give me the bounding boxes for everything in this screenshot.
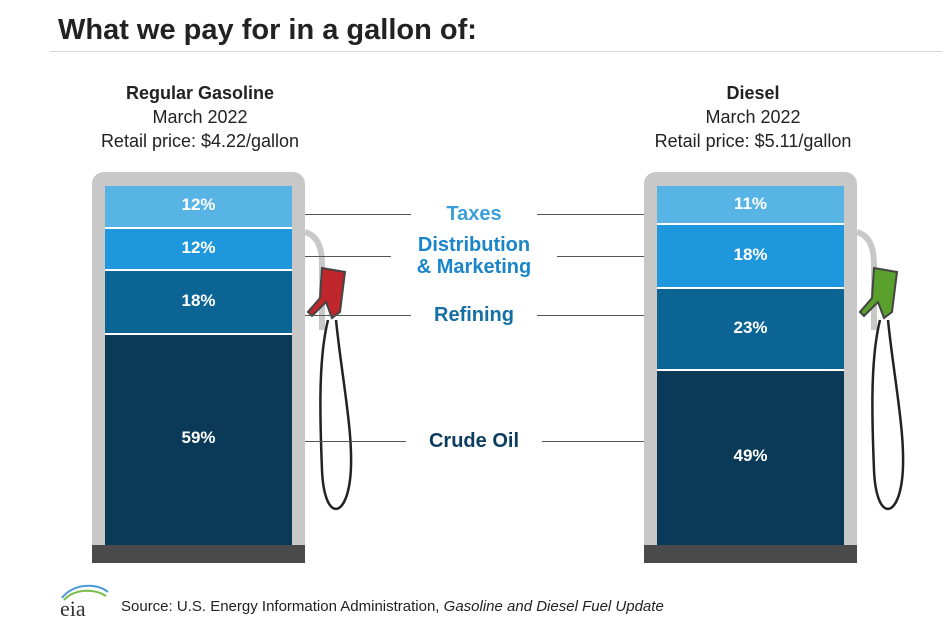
leader-line-left <box>305 256 391 257</box>
diesel-period: March 2022 <box>705 107 801 127</box>
category-label-line: & Marketing <box>416 256 532 278</box>
diesel-value-label: 18% <box>733 245 768 265</box>
gasoline-name: Regular Gasoline <box>125 83 275 103</box>
gasoline-value-label: 18% <box>181 291 216 311</box>
diesel-name: Diesel <box>726 83 780 103</box>
category-label-line: Refining <box>434 304 514 326</box>
diesel-header: Diesel March 2022 Retail price: $5.11/ga… <box>625 81 881 153</box>
category-label-line: Crude Oil <box>428 430 519 452</box>
eia-logo-text: eia <box>60 596 86 620</box>
gasoline-value-label: 12% <box>181 195 216 215</box>
gasoline-value-label: 12% <box>181 237 216 257</box>
gasoline-retail-price: Retail price: $4.22/gallon <box>100 131 300 151</box>
diesel-segment-1: 18% <box>657 225 844 290</box>
leader-line-right <box>557 256 644 257</box>
diesel-hose-icon <box>855 229 905 511</box>
diesel-segment-2: 23% <box>657 289 844 371</box>
diesel-value-label: 23% <box>733 317 768 337</box>
category-label-line: Taxes <box>446 203 502 225</box>
gasoline-segment-1: 12% <box>105 228 292 272</box>
gasoline-hose-icon <box>303 229 353 511</box>
diesel-value-label: 49% <box>733 445 768 465</box>
diesel-pump-base <box>644 545 857 563</box>
diesel-stacked-bar: 11% 18% 23% 49% <box>657 186 844 545</box>
gasoline-period: March 2022 <box>152 107 248 127</box>
leader-line-right <box>537 214 644 215</box>
gasoline-segment-3: 59% <box>105 335 292 545</box>
diesel-nozzle-icon <box>858 266 899 320</box>
category-label: Distribution & Marketing <box>399 234 549 278</box>
diesel-value-label: 11% <box>733 193 768 213</box>
leader-line-left <box>305 315 411 316</box>
leader-line-left <box>305 214 411 215</box>
leader-line-right <box>542 441 644 442</box>
category-label: Taxes <box>419 203 529 225</box>
gasoline-header: Regular Gasoline March 2022 Retail price… <box>75 81 325 153</box>
source-publication: Gasoline and Diesel Fuel Update <box>443 598 664 615</box>
gasoline-nozzle-icon <box>306 266 347 320</box>
diesel-segment-0: 11% <box>657 186 844 226</box>
leader-line-right <box>537 315 644 316</box>
leader-line-left <box>305 441 406 442</box>
category-label: Crude Oil <box>414 430 534 452</box>
category-label-line: Distribution <box>417 234 531 256</box>
diesel-retail-price: Retail price: $5.11/gallon <box>654 131 852 151</box>
category-label: Refining <box>419 304 529 326</box>
diesel-segment-3: 49% <box>657 370 844 545</box>
gasoline-value-label: 59% <box>181 428 216 448</box>
source-prefix: Source: U.S. Energy Information Administ… <box>121 598 444 615</box>
gasoline-segment-0: 12% <box>105 186 292 229</box>
title-divider <box>50 51 942 52</box>
source-note: Source: U.S. Energy Information Administ… <box>121 598 664 615</box>
gasoline-segment-2: 18% <box>105 271 292 336</box>
eia-logo-icon: eia <box>60 584 109 620</box>
gasoline-stacked-bar: 12% 12% 18% 59% <box>105 186 292 545</box>
gasoline-pump-base <box>92 545 305 563</box>
chart-title: What we pay for in a gallon of: <box>58 14 477 46</box>
